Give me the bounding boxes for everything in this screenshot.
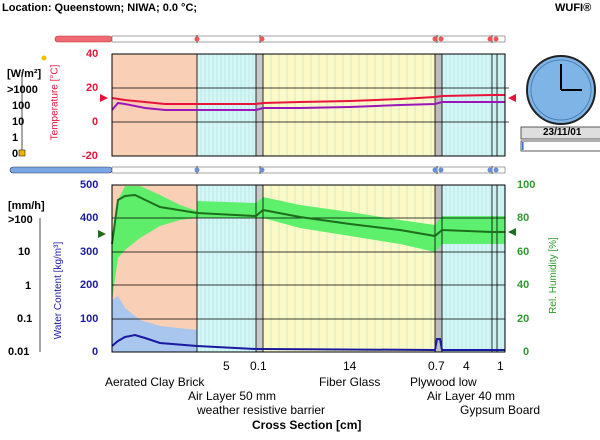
rain-tick-1: 1 [25, 280, 32, 292]
radiation-unit-label: [W/m²] [7, 68, 42, 80]
wufi-logo: WUFI® [555, 2, 592, 14]
width-wrb: 0.1 [250, 359, 267, 373]
layer-air40-bottom [442, 185, 492, 352]
rh-tick-0: 0 [523, 346, 530, 358]
layer-gypsum-top [492, 54, 505, 156]
radiation-max-label: >1000 [7, 84, 38, 96]
temperature-panel [111, 53, 506, 157]
temp-tick-40: 40 [86, 48, 99, 60]
location-title: Location: Queenstown; NIWA; 0.0 °C; [2, 2, 198, 14]
date-label: 23/11/01 [543, 127, 582, 138]
radiation-tick-0: 0 [12, 148, 19, 160]
rain-tick-0-01: 0.01 [8, 346, 30, 358]
rh-tick-60: 60 [517, 246, 530, 258]
wc-tick-100: 100 [80, 313, 99, 325]
radiation-tick-100: 100 [12, 100, 31, 112]
temp-left-marker [100, 94, 108, 102]
width-air50: 5 [223, 359, 230, 373]
rain-unit-label: [mm/h] [8, 200, 45, 212]
wc-band [112, 296, 197, 352]
water-content-axis-label: Water Content [kg/m³] [53, 241, 65, 340]
radiation-tick-1: 1 [12, 132, 19, 144]
top-scrub-bar[interactable] [54, 35, 506, 43]
temp-right-marker [508, 94, 516, 102]
radiation-tick-10: 10 [12, 116, 25, 128]
wc-tick-300: 300 [80, 246, 99, 258]
width-air40: 4 [463, 359, 470, 373]
cross-section-axis-label: Cross Section [cm] [252, 418, 362, 432]
layer-air40-top [442, 54, 492, 156]
rain-max-label: >100 [8, 214, 33, 226]
dewpoint-curve [111, 101, 505, 111]
rh-tick-100: 100 [517, 179, 536, 191]
rh-tick-80: 80 [517, 212, 530, 224]
layer-gypsum-bottom [492, 185, 505, 352]
layer-wrb-bottom [256, 185, 263, 352]
layer-name-brick: Aerated Clay Brick [105, 375, 205, 389]
layer-wrb-top [256, 54, 263, 156]
wc-tick-0: 0 [92, 346, 99, 358]
layer-name-wrb: weather resistive barrier [197, 403, 326, 417]
temp-tick-neg20: -20 [82, 150, 98, 162]
width-plywood: 0.7 [428, 359, 445, 373]
rain-tick-10: 10 [18, 246, 31, 258]
progress-fill [522, 142, 524, 150]
layer-plywood-bottom [435, 185, 442, 352]
date-box [520, 126, 600, 140]
moisture-panel [111, 184, 506, 353]
temp-tick-20: 20 [86, 82, 99, 94]
temperature-curve [111, 94, 505, 105]
progress-track [520, 140, 600, 152]
layer-name-fiber: Fiber Glass [319, 375, 381, 389]
rel-humidity-axis-label: Rel. Humidity [%] [547, 237, 559, 314]
layer-name-air40: Air Layer 40 mm [427, 389, 516, 403]
wc-tick-200: 200 [80, 279, 99, 291]
layer-name-plywood: Plywood low [410, 375, 477, 389]
wc-curve [111, 333, 505, 352]
width-gypsum: 1 [497, 359, 504, 373]
sun-icon [41, 55, 47, 61]
rh-tick-40: 40 [517, 279, 530, 291]
rh-curve [111, 193, 505, 245]
temp-tick-0: 0 [92, 116, 99, 128]
clock-icon [526, 55, 596, 125]
wc-tick-500: 500 [80, 179, 99, 191]
rh-left-marker [98, 230, 106, 238]
layer-plywood-top [435, 54, 442, 156]
layer-name-air50: Air Layer 50 mm [188, 389, 277, 403]
rain-tick-0-1: 0.1 [17, 313, 33, 325]
middle-scrub-bar[interactable] [9, 166, 506, 174]
rh-tick-20: 20 [517, 313, 530, 325]
temperature-axis-label: Temperature [°C] [49, 64, 61, 141]
wc-tick-400: 400 [80, 212, 99, 224]
rh-right-marker [508, 228, 516, 236]
radiation-indicator [18, 55, 47, 157]
layer-name-gypsum: Gypsum Board [460, 403, 541, 417]
width-fiber: 14 [343, 359, 357, 373]
